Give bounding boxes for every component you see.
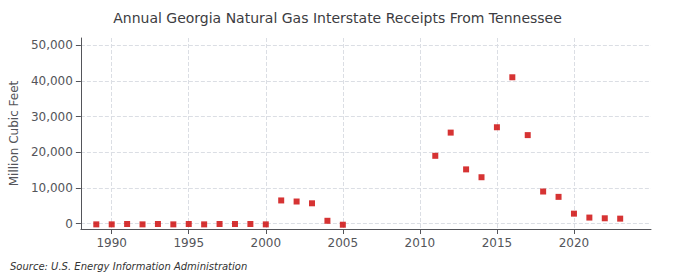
svg-text:10,000: 10,000 bbox=[31, 181, 73, 195]
svg-text:2015: 2015 bbox=[482, 236, 513, 250]
svg-text:Source: U.S. Energy Informatio: Source: U.S. Energy Information Administ… bbox=[10, 261, 247, 272]
svg-text:Annual Georgia Natural Gas Int: Annual Georgia Natural Gas Interstate Re… bbox=[113, 10, 562, 26]
svg-text:1990: 1990 bbox=[96, 236, 127, 250]
svg-text:1995: 1995 bbox=[173, 236, 204, 250]
svg-text:50,000: 50,000 bbox=[31, 38, 73, 52]
svg-text:20,000: 20,000 bbox=[31, 145, 73, 159]
svg-text:Million Cubic Feet: Million Cubic Feet bbox=[7, 80, 21, 186]
svg-text:30,000: 30,000 bbox=[31, 110, 73, 124]
svg-text:2020: 2020 bbox=[559, 236, 590, 250]
svg-text:0: 0 bbox=[65, 217, 73, 231]
svg-text:40,000: 40,000 bbox=[31, 74, 73, 88]
svg-text:2005: 2005 bbox=[328, 236, 359, 250]
svg-text:2010: 2010 bbox=[405, 236, 436, 250]
svg-text:2000: 2000 bbox=[251, 236, 282, 250]
